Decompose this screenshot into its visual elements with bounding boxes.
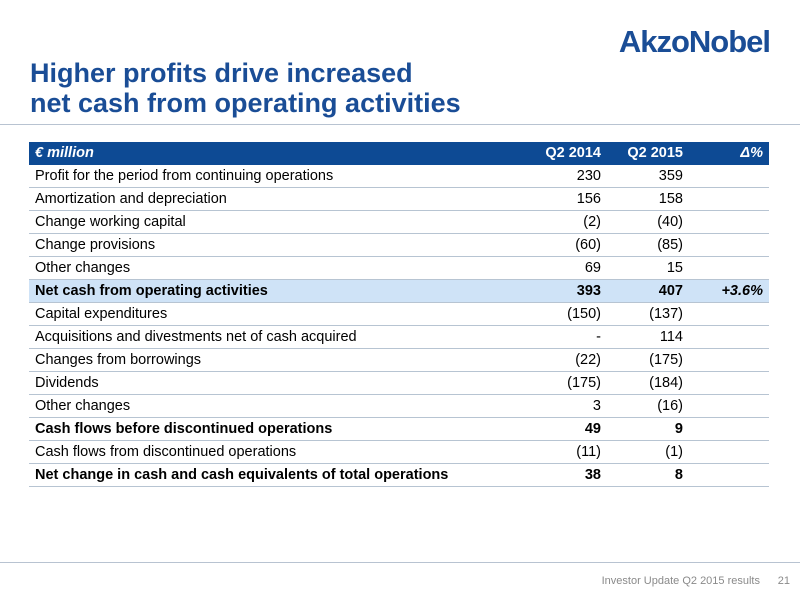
row-q2-2015: 15 bbox=[607, 256, 689, 280]
row-q2-2014: (175) bbox=[529, 371, 607, 395]
row-delta: +3.6% bbox=[689, 279, 769, 303]
row-q2-2015: 8 bbox=[607, 463, 689, 487]
row-q2-2015: 407 bbox=[607, 279, 689, 303]
table-header-row: € million Q2 2014 Q2 2015 Δ% bbox=[29, 142, 769, 165]
page-number: 21 bbox=[777, 575, 790, 587]
row-label: Cash flows from discontinued operations bbox=[29, 440, 529, 464]
row-label: Change working capital bbox=[29, 210, 529, 234]
row-q2-2015: (16) bbox=[607, 394, 689, 418]
row-delta bbox=[689, 394, 769, 418]
row-q2-2014: (22) bbox=[529, 348, 607, 372]
row-q2-2014: 156 bbox=[529, 187, 607, 211]
row-label: Cash flows before discontinued operation… bbox=[29, 417, 529, 441]
row-q2-2015: (184) bbox=[607, 371, 689, 395]
table-row: Change provisions (60) (85) bbox=[29, 233, 769, 257]
row-delta bbox=[689, 233, 769, 257]
table-row: Profit for the period from continuing op… bbox=[29, 164, 769, 188]
row-delta bbox=[689, 463, 769, 487]
header-q2-2015: Q2 2015 bbox=[607, 142, 689, 165]
table-row-highlighted: Net cash from operating activities 393 4… bbox=[29, 279, 769, 303]
row-q2-2015: 114 bbox=[607, 325, 689, 349]
table-row: Acquisitions and divestments net of cash… bbox=[29, 325, 769, 349]
row-label: Other changes bbox=[29, 256, 529, 280]
table-row: Changes from borrowings (22) (175) bbox=[29, 348, 769, 372]
footer-text: Investor Update Q2 2015 results bbox=[601, 575, 760, 587]
row-q2-2014: (60) bbox=[529, 233, 607, 257]
row-label: Change provisions bbox=[29, 233, 529, 257]
row-label: Capital expenditures bbox=[29, 302, 529, 326]
bottom-divider bbox=[0, 562, 800, 563]
row-q2-2015: (175) bbox=[607, 348, 689, 372]
page-title-line-2: net cash from operating activities bbox=[30, 88, 461, 118]
row-delta bbox=[689, 256, 769, 280]
row-q2-2015: (137) bbox=[607, 302, 689, 326]
header-unit: € million bbox=[29, 142, 529, 165]
row-q2-2014: (150) bbox=[529, 302, 607, 326]
row-delta bbox=[689, 164, 769, 188]
row-label: Net change in cash and cash equivalents … bbox=[29, 463, 529, 487]
table-row: Amortization and depreciation 156 158 bbox=[29, 187, 769, 211]
row-delta bbox=[689, 348, 769, 372]
row-q2-2015: 359 bbox=[607, 164, 689, 188]
row-q2-2014: 393 bbox=[529, 279, 607, 303]
row-label: Amortization and depreciation bbox=[29, 187, 529, 211]
row-q2-2014: (11) bbox=[529, 440, 607, 464]
row-label: Acquisitions and divestments net of cash… bbox=[29, 325, 529, 349]
table-row: Other changes 69 15 bbox=[29, 256, 769, 280]
row-q2-2015: 158 bbox=[607, 187, 689, 211]
row-delta bbox=[689, 210, 769, 234]
table-row: Change working capital (2) (40) bbox=[29, 210, 769, 234]
top-divider bbox=[0, 124, 800, 125]
row-delta bbox=[689, 417, 769, 441]
row-label: Profit for the period from continuing op… bbox=[29, 164, 529, 188]
table-row: Dividends (175) (184) bbox=[29, 371, 769, 395]
table-row-total: Net change in cash and cash equivalents … bbox=[29, 463, 769, 487]
row-q2-2015: 9 bbox=[607, 417, 689, 441]
row-q2-2015: (1) bbox=[607, 440, 689, 464]
row-q2-2014: 38 bbox=[529, 463, 607, 487]
row-q2-2014: 230 bbox=[529, 164, 607, 188]
row-q2-2014: (2) bbox=[529, 210, 607, 234]
row-label: Dividends bbox=[29, 371, 529, 395]
table-row: Capital expenditures (150) (137) bbox=[29, 302, 769, 326]
row-label: Changes from borrowings bbox=[29, 348, 529, 372]
row-q2-2015: (40) bbox=[607, 210, 689, 234]
row-delta bbox=[689, 325, 769, 349]
row-q2-2014: 49 bbox=[529, 417, 607, 441]
table-row: Other changes 3 (16) bbox=[29, 394, 769, 418]
row-q2-2014: 69 bbox=[529, 256, 607, 280]
header-q2-2014: Q2 2014 bbox=[529, 142, 607, 165]
row-q2-2014: 3 bbox=[529, 394, 607, 418]
row-label: Net cash from operating activities bbox=[29, 279, 529, 303]
row-delta bbox=[689, 371, 769, 395]
row-q2-2014: - bbox=[529, 325, 607, 349]
row-label: Other changes bbox=[29, 394, 529, 418]
akzonobel-logo: AkzoNobel bbox=[618, 24, 771, 59]
table-row: Cash flows from discontinued operations … bbox=[29, 440, 769, 464]
row-delta bbox=[689, 440, 769, 464]
page-title: Higher profits drive increased net cash … bbox=[30, 58, 461, 118]
page-title-line-1: Higher profits drive increased bbox=[30, 58, 413, 88]
header-delta-percent: Δ% bbox=[689, 142, 769, 165]
row-delta bbox=[689, 187, 769, 211]
table-row-subtotal: Cash flows before discontinued operation… bbox=[29, 417, 769, 441]
row-q2-2015: (85) bbox=[607, 233, 689, 257]
cash-flow-table: € million Q2 2014 Q2 2015 Δ% Profit for … bbox=[29, 142, 769, 487]
row-delta bbox=[689, 302, 769, 326]
